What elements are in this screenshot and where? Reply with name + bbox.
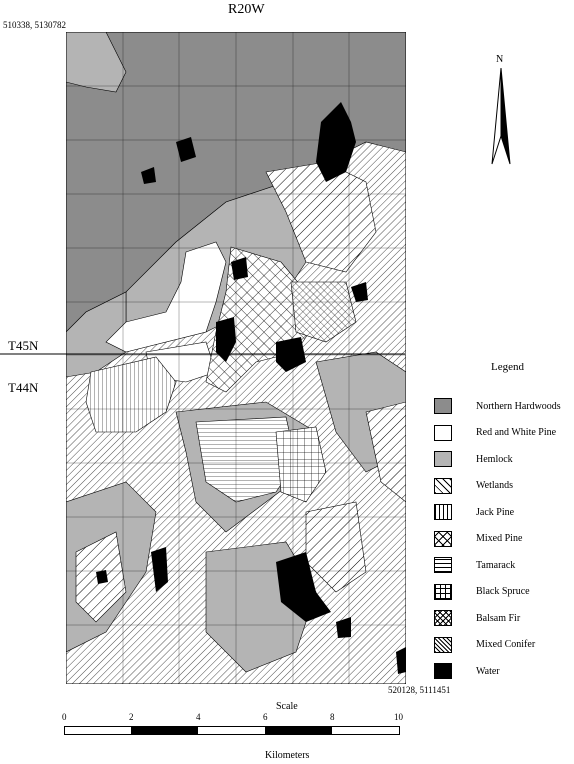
legend-swatch-northern-hardwoods [434,398,452,414]
legend-label: Red and White Pine [476,427,557,438]
legend-item-tamarack: Tamarack [434,556,515,574]
se-corner-coordinates: 520128, 5111451 [388,685,451,695]
legend-swatch-water [434,663,452,679]
legend-label: Mixed Pine [476,533,523,544]
forest-cover-map [66,32,406,684]
township-south-label: T44N [8,380,39,395]
legend-label: Water [476,665,500,677]
scale-tick-label: 8 [330,712,335,722]
legend-swatch-wetlands [434,477,452,494]
scale-bar [64,726,400,735]
range-label: R20W [228,2,265,17]
scale-title: Scale [276,701,298,712]
legend-swatch-jack-pine [434,504,452,520]
legend-title: Legend [491,361,524,373]
nw-corner-coordinates: 510338, 5130782 [3,20,66,30]
legend-item-black-spruce: Black Spruce [434,583,530,601]
legend-swatch-red-white-pine [434,424,452,441]
township-boundary-line [0,353,405,355]
legend-label: Black Spruce [476,586,530,597]
legend-item-water: Water [434,662,500,680]
legend-item-jack-pine: Jack Pine [434,503,514,521]
legend-label: Tamarack [476,559,516,571]
legend-label: Jack Pine [476,506,515,518]
legend-label: Northern Hardwoods [476,400,561,412]
legend-swatch-balsam-fir [434,610,452,626]
north-arrow-icon [491,67,511,165]
legend-item-balsam-fir: Balsam Fir [434,609,520,627]
legend-swatch-hemlock [434,451,452,467]
township-north-label: T45N [8,338,39,353]
scale-tick-label: 10 [394,712,403,722]
legend-swatch-mixed-pine [434,530,452,547]
legend-label: Balsam Fir [476,612,521,624]
legend-label: Mixed Conifer [476,639,536,650]
legend-label: Wetlands [476,480,513,491]
legend-item-northern-hardwoods: Northern Hardwoods [434,397,561,415]
legend-swatch-mixed-conifer [434,636,452,653]
legend-item-mixed-pine: Mixed Pine [434,530,522,548]
scale-tick-label: 4 [196,712,201,722]
legend-label: Hemlock [476,453,513,465]
legend-swatch-black-spruce [434,583,452,600]
scale-tick-label: 6 [263,712,268,722]
scale-tick-label: 2 [129,712,134,722]
scale-tick-label: 0 [62,712,67,722]
legend-item-mixed-conifer: Mixed Conifer [434,636,535,654]
legend-item-red-white-pine: Red and White Pine [434,424,556,442]
legend-item-hemlock: Hemlock [434,450,513,468]
north-label: N [496,54,504,65]
legend-item-wetlands: Wetlands [434,477,513,495]
legend-swatch-tamarack [434,557,452,573]
scale-unit-label: Kilometers [265,750,310,761]
